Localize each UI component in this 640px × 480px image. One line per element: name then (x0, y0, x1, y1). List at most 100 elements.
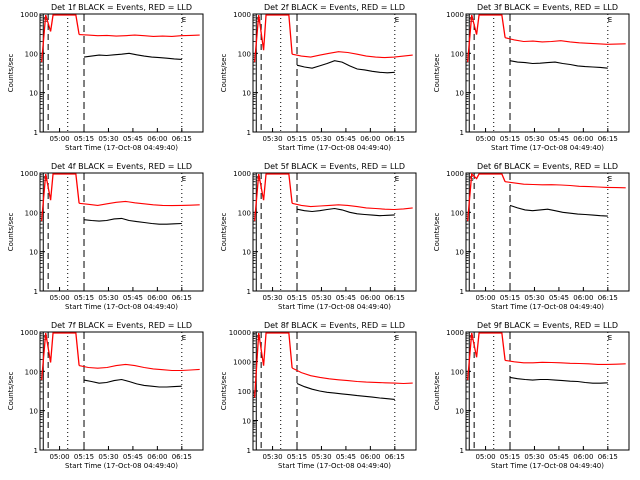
lld-rate-line (79, 200, 200, 207)
x-tick-label: 06:00 (360, 453, 380, 461)
end-marker-label: E (608, 334, 612, 342)
y-axis-label: Counts/sec (433, 213, 441, 252)
y-tick-label: 1 (34, 129, 38, 137)
lld-spike-line (466, 332, 506, 381)
y-tick-label: 100 (451, 368, 464, 376)
y-tick-label: 10 (242, 90, 251, 98)
x-tick-label: 06:15 (598, 453, 618, 461)
x-tick-label: 05:00 (49, 135, 69, 143)
y-tick-label: 100 (238, 388, 251, 396)
x-tick-label: 05:00 (475, 294, 495, 302)
event-rate-line (296, 207, 395, 217)
plot-frame (39, 13, 204, 133)
y-axis-label: Counts/sec (7, 372, 15, 411)
y-tick-label: 1 (247, 447, 251, 455)
event-rate-line (509, 376, 608, 384)
x-axis-label: Start Time (17-Oct-08 04:49:40) (491, 144, 604, 152)
x-axis-label: Start Time (17-Oct-08 04:49:40) (65, 303, 178, 311)
y-tick-label: 10 (29, 90, 38, 98)
y-tick-label: 1000 (233, 170, 251, 178)
x-tick-label: 05:15 (287, 453, 307, 461)
y-tick-label: 1 (34, 288, 38, 296)
lld-rate-line (291, 367, 413, 385)
end-marker-label: E (395, 175, 399, 183)
end-marker-label: E (608, 175, 612, 183)
lld-rate-line (291, 202, 413, 211)
y-tick-label: 100 (25, 50, 38, 58)
y-tick-label: 10 (29, 408, 38, 416)
chart-panel-6: Det 6f BLACK = Events, RED = LLD 1 10 100 10… (433, 162, 630, 311)
y-axis-label: Counts/sec (433, 372, 441, 411)
x-tick-label: 06:15 (172, 453, 192, 461)
chart-title: Det 5f BLACK = Events, RED = LLD (264, 162, 405, 171)
y-tick-label: 1000 (233, 11, 251, 19)
y-tick-label: 1000 (446, 329, 464, 337)
chart-panel-7: Det 7f BLACK = Events, RED = LLD 1 10 100 10… (7, 321, 204, 470)
y-tick-label: 1 (247, 129, 251, 137)
y-tick-label: 1 (460, 447, 464, 455)
event-rate-line (83, 378, 182, 388)
event-rate-line (83, 52, 182, 60)
x-tick-label: 05:15 (500, 135, 520, 143)
y-tick-label: 100 (238, 50, 251, 58)
plot-frame (39, 331, 204, 451)
y-tick-label: 1 (247, 288, 251, 296)
lld-spike-line (40, 14, 80, 63)
plot-frame (252, 331, 417, 451)
event-rate-line (296, 382, 395, 400)
x-tick-label: 05:00 (49, 453, 69, 461)
x-axis-label: Start Time (17-Oct-08 04:49:40) (491, 303, 604, 311)
lld-spike-line (253, 173, 293, 222)
x-axis-label: Start Time (17-Oct-08 04:49:40) (491, 462, 604, 470)
lld-spike-line (40, 173, 80, 222)
lld-rate-line (505, 359, 626, 365)
lld-rate-line (79, 34, 200, 37)
chart-title: Det 7f BLACK = Events, RED = LLD (51, 321, 192, 330)
y-tick-label: 10000 (229, 329, 251, 337)
x-tick-label: 05:45 (336, 135, 356, 143)
x-axis-label: Start Time (17-Oct-08 04:49:40) (278, 462, 391, 470)
chart-panel-5: Det 5f BLACK = Events, RED = LLD 1 10 100 10… (220, 162, 417, 311)
lld-rate-line (504, 37, 626, 45)
chart-title: Det 3f BLACK = Events, RED = LLD (477, 3, 618, 12)
y-axis-label: Counts/sec (220, 213, 228, 252)
event-rate-line (509, 204, 608, 217)
x-tick-label: 05:45 (336, 294, 356, 302)
end-marker-label: E (182, 16, 186, 24)
end-marker-label: E (182, 175, 186, 183)
chart-title: Det 2f BLACK = Events, RED = LLD (264, 3, 405, 12)
x-tick-label: 05:45 (336, 453, 356, 461)
y-tick-label: 100 (451, 209, 464, 217)
plot-frame (465, 172, 630, 292)
lld-spike-line (40, 332, 80, 381)
x-tick-label: 05:30 (524, 453, 544, 461)
x-tick-label: 06:15 (385, 453, 405, 461)
chart-title: Det 4f BLACK = Events, RED = LLD (51, 162, 192, 171)
y-tick-label: 1 (34, 447, 38, 455)
x-tick-label: 05:45 (549, 135, 569, 143)
x-tick-label: 05:30 (98, 135, 118, 143)
x-tick-label: 05:15 (74, 135, 94, 143)
x-tick-label: 06:15 (598, 135, 618, 143)
x-tick-label: 05:30 (262, 294, 282, 302)
chart-title: Det 8f BLACK = Events, RED = LLD (264, 321, 405, 330)
x-tick-label: 06:00 (573, 135, 593, 143)
x-tick-label: 05:30 (311, 453, 331, 461)
plot-frame (465, 13, 630, 133)
lld-rate-line (505, 181, 626, 189)
y-tick-label: 100 (238, 209, 251, 217)
y-axis-label: Counts/sec (220, 54, 228, 93)
lld-spike-line (466, 14, 506, 63)
x-tick-label: 06:15 (172, 294, 192, 302)
x-tick-label: 05:45 (123, 294, 143, 302)
chart-panel-9: Det 9f BLACK = Events, RED = LLD 1 10 100 10… (433, 321, 630, 470)
y-tick-label: 1000 (20, 170, 38, 178)
y-tick-label: 100 (25, 368, 38, 376)
x-axis-label: Start Time (17-Oct-08 04:49:40) (278, 144, 391, 152)
y-axis-label: Counts/sec (220, 372, 228, 411)
x-axis-label: Start Time (17-Oct-08 04:49:40) (65, 462, 178, 470)
end-marker-label: E (395, 334, 399, 342)
x-tick-label: 06:00 (147, 135, 167, 143)
chart-title: Det 6f BLACK = Events, RED = LLD (477, 162, 618, 171)
